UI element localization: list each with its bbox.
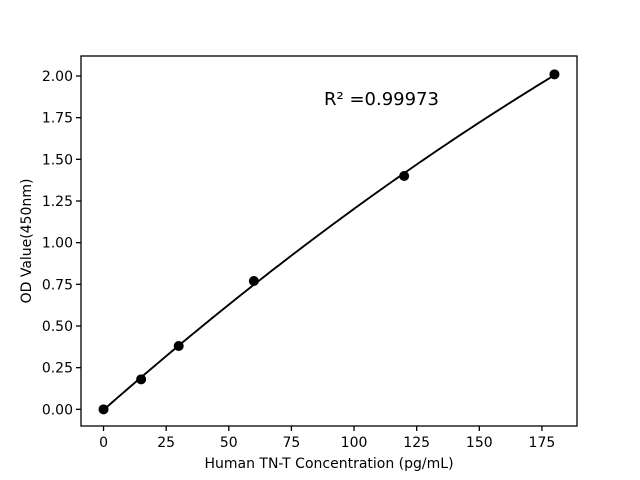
y-tick-label: 0.25 (42, 361, 73, 377)
y-tick-label: 1.25 (42, 194, 73, 210)
x-tick-label: 125 (403, 435, 430, 451)
x-axis-label: Human TN-T Concentration (pg/mL) (204, 456, 453, 472)
x-tick-label: 175 (529, 435, 556, 451)
x-tick-label: 150 (466, 435, 493, 451)
y-tick-label: 1.50 (42, 152, 73, 168)
y-tick-label: 0.50 (42, 319, 73, 335)
y-tick-label: 2.00 (42, 69, 73, 85)
plot-border (80, 55, 578, 427)
data-point (136, 374, 147, 385)
fit-curve-line (102, 74, 555, 411)
axis-ticks: 0 25 50 75 100 125 150 175 0.00 0.25 0.50 0.75 1.00 1… (42, 69, 555, 451)
r-squared-annotation: R² =0.99973 (324, 89, 439, 110)
x-tick-label: 25 (157, 435, 175, 451)
y-axis-label: OD Value(450nm) (19, 179, 35, 304)
data-points (98, 69, 560, 415)
x-tick-label: 100 (341, 435, 368, 451)
data-point (399, 171, 410, 181)
y-tick-label: 1.75 (42, 111, 73, 127)
y-tick-label: 0.75 (42, 277, 73, 293)
y-tick-label: 1.00 (42, 236, 73, 252)
data-point (248, 276, 259, 286)
data-point (173, 341, 184, 351)
y-tick-label: 0.00 (42, 402, 73, 418)
data-point (549, 69, 560, 80)
x-tick-label: 0 (99, 435, 108, 451)
data-point (98, 404, 109, 415)
x-tick-label: 50 (220, 435, 238, 451)
x-tick-label: 75 (283, 435, 301, 451)
